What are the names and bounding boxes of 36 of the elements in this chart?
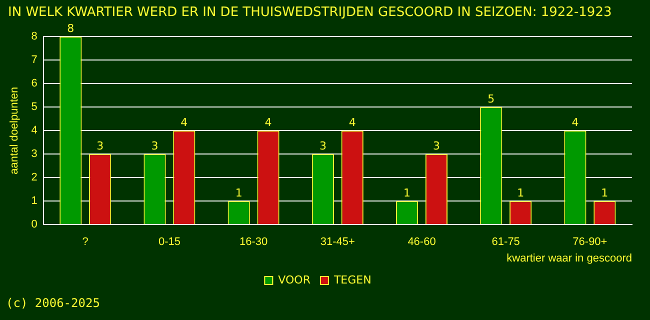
- legend-label: TEGEN: [332, 273, 372, 286]
- x-tick-label: 0-15: [158, 236, 180, 248]
- data-label: 1: [235, 186, 242, 200]
- x-axis-title: kwartier waar in gescoord: [506, 252, 632, 264]
- data-label: 3: [151, 139, 158, 152]
- y-tick-label: 5: [31, 101, 38, 114]
- data-label: 3: [319, 139, 326, 152]
- y-tick-label: 4: [31, 124, 38, 137]
- data-label: 3: [432, 139, 440, 152]
- y-tick-label: 8: [31, 30, 38, 43]
- data-label: 1: [601, 186, 608, 200]
- y-tick-label: 3: [31, 148, 38, 160]
- y-axis-title: aantal doelpunten: [8, 86, 21, 174]
- data-label: 4: [180, 116, 188, 129]
- chart-title: IN WELK KWARTIER WERD ER IN DE THUISWEDSTRIJDEN GESCOORD IN SEIZOEN: 1922-1923: [8, 5, 612, 20]
- x-tick-label: 61-75: [492, 236, 520, 248]
- x-tick-label: 31-45+: [320, 236, 355, 248]
- x-tick-label: 76-90+: [572, 236, 608, 248]
- data-label: 4: [348, 116, 356, 129]
- data-label: 4: [264, 116, 272, 129]
- data-label: 8: [67, 22, 74, 35]
- y-tick-label: 7: [31, 54, 38, 66]
- data-label: 1: [404, 186, 411, 200]
- legend-label: VOOR: [278, 273, 311, 286]
- y-tick-label: 0: [31, 218, 38, 231]
- x-tick-label: 16-30: [239, 236, 268, 248]
- x-tick-label: ?: [82, 236, 88, 248]
- data-label: 3: [96, 139, 104, 152]
- data-label: 5: [488, 92, 495, 106]
- y-tick-label: 6: [31, 78, 38, 90]
- data-label: 4: [572, 116, 579, 129]
- text: (c) 2006-2025: [6, 296, 100, 310]
- y-tick-label: 2: [31, 172, 38, 184]
- x-tick-label: 46-60: [408, 236, 436, 248]
- y-tick-label: 1: [31, 195, 38, 208]
- data-label: 1: [517, 186, 524, 200]
